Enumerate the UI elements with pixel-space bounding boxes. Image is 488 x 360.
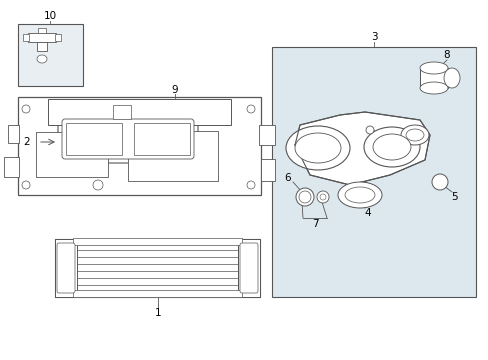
Ellipse shape	[337, 182, 381, 208]
Text: 4: 4	[364, 208, 370, 218]
Ellipse shape	[22, 105, 30, 113]
Bar	[23, 34, 29, 41]
Ellipse shape	[419, 82, 447, 94]
Ellipse shape	[295, 188, 313, 206]
Text: 7: 7	[311, 219, 318, 229]
Bar	[48, 99, 230, 125]
Ellipse shape	[37, 55, 47, 63]
Polygon shape	[294, 112, 429, 185]
Text: 8: 8	[443, 50, 449, 60]
Bar	[36, 132, 108, 177]
Bar	[259, 125, 274, 145]
Bar	[73, 290, 242, 297]
Ellipse shape	[246, 105, 254, 113]
Text: 1: 1	[154, 308, 161, 318]
Bar	[55, 239, 260, 297]
Bar	[261, 159, 274, 181]
FancyBboxPatch shape	[58, 115, 198, 163]
Bar	[128, 131, 218, 181]
Text: 10: 10	[43, 11, 57, 21]
Bar	[66, 123, 122, 155]
Ellipse shape	[93, 180, 103, 190]
Ellipse shape	[285, 126, 349, 170]
Bar	[4, 157, 19, 177]
Bar	[419, 68, 447, 88]
Ellipse shape	[316, 191, 328, 203]
Ellipse shape	[363, 127, 419, 167]
Bar	[18, 24, 83, 86]
Text: 2: 2	[23, 137, 30, 147]
Ellipse shape	[246, 181, 254, 189]
Text: 6: 6	[284, 173, 291, 183]
FancyBboxPatch shape	[57, 243, 75, 293]
Ellipse shape	[22, 181, 30, 189]
Ellipse shape	[365, 126, 373, 134]
Bar	[28, 33, 56, 42]
Bar	[73, 238, 242, 245]
Bar	[38, 28, 46, 33]
Bar	[55, 34, 61, 41]
Text: 3: 3	[370, 32, 377, 42]
Bar	[55, 239, 77, 297]
Ellipse shape	[405, 129, 423, 141]
Bar	[134, 123, 190, 155]
Bar	[8, 125, 19, 143]
Text: 9: 9	[171, 85, 178, 95]
Ellipse shape	[431, 174, 447, 190]
Ellipse shape	[319, 194, 325, 200]
Bar	[271, 47, 475, 297]
Text: 5: 5	[451, 192, 457, 202]
Bar	[113, 105, 131, 119]
Ellipse shape	[400, 125, 428, 145]
Ellipse shape	[298, 191, 310, 203]
Ellipse shape	[443, 68, 459, 88]
Ellipse shape	[419, 62, 447, 74]
Ellipse shape	[294, 133, 340, 163]
FancyBboxPatch shape	[240, 243, 258, 293]
Ellipse shape	[372, 134, 410, 160]
Bar	[37, 42, 47, 51]
Bar	[238, 239, 260, 297]
FancyBboxPatch shape	[62, 119, 194, 159]
Bar	[18, 97, 261, 195]
Ellipse shape	[345, 187, 374, 203]
